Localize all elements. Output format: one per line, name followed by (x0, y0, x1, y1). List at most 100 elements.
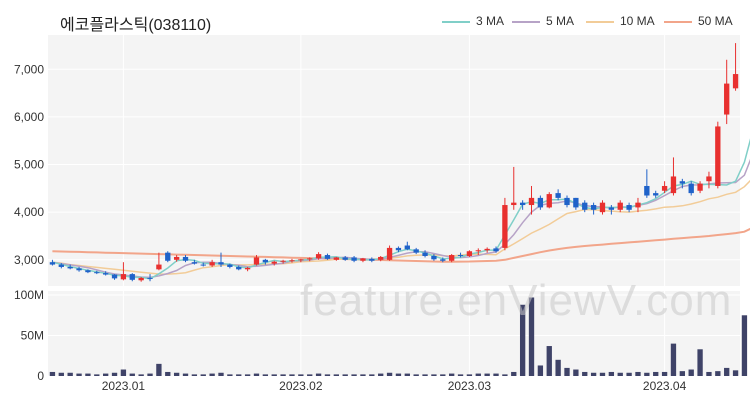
volume-bar (706, 371, 712, 376)
candle-body (555, 193, 561, 198)
volume-bar (351, 374, 357, 376)
volume-panel (48, 291, 740, 376)
volume-bar (147, 373, 153, 376)
candle-body (378, 256, 384, 260)
x-tick-label: 2023.01 (102, 379, 146, 393)
volume-bar (111, 372, 118, 376)
volume-tick-label: 0 (37, 369, 44, 383)
volume-bar (49, 371, 56, 376)
volume-bar (244, 374, 251, 376)
candle-body (422, 252, 428, 256)
volume-bar (724, 367, 730, 376)
volume-bar (298, 374, 304, 376)
x-tick-label: 2023.04 (643, 379, 687, 393)
candle-body (564, 197, 570, 206)
candle-body (262, 259, 269, 263)
candle-body (236, 266, 242, 270)
volume-bar (697, 349, 703, 376)
volume-bar (67, 372, 73, 376)
volume-bar (165, 371, 171, 376)
candle-body (537, 197, 544, 208)
candle-body (511, 202, 517, 206)
volume-tick-label: 50M (21, 329, 44, 343)
candle-body (732, 74, 739, 89)
candle-body (466, 251, 473, 256)
volume-bar (413, 374, 419, 376)
candle-body (608, 207, 615, 210)
legend-swatch (512, 21, 540, 23)
candle-body (191, 262, 198, 264)
candle-body (502, 205, 508, 248)
candle-body (528, 197, 535, 206)
candle-body (519, 202, 526, 206)
candle-body (493, 248, 499, 252)
candle-body (626, 205, 632, 210)
candle-body (475, 250, 481, 252)
legend: 3 MA 5 MA 10 MA 50 MA (442, 14, 740, 30)
candle-body (706, 176, 712, 182)
candle-body (342, 257, 348, 260)
volume-bar (262, 374, 269, 376)
candle-body (369, 258, 375, 261)
candle-body (289, 260, 295, 262)
volume-bar (626, 372, 632, 376)
volume-bar (369, 374, 375, 376)
price-panel (48, 35, 740, 286)
volume-bar (209, 373, 215, 376)
volume-bar (555, 359, 561, 376)
volume-bar (590, 372, 597, 376)
volume-bar (227, 374, 233, 376)
candle-body (58, 264, 64, 267)
candle-body (173, 256, 180, 260)
volume-bar (537, 365, 544, 376)
candle-body (386, 247, 393, 260)
candle-body (76, 268, 82, 271)
candle-body (333, 257, 339, 260)
candle-body (111, 274, 118, 279)
volume-bar (573, 369, 579, 376)
volume-bar (564, 367, 570, 376)
candle-body (253, 257, 260, 265)
candle-body (85, 270, 91, 273)
volume-bar (76, 373, 82, 376)
volume-bar (635, 371, 641, 376)
legend-label: 3 MA (476, 14, 505, 28)
volume-bar (120, 369, 127, 376)
volume-bar (440, 374, 446, 376)
ma-10-line (52, 179, 750, 275)
volume-bar (732, 370, 739, 376)
volume-bar (307, 374, 313, 376)
volume-bar (378, 373, 384, 376)
candle-body (280, 260, 286, 262)
volume-bar (608, 371, 615, 376)
volume-bar (271, 374, 277, 376)
volume-bar (715, 371, 721, 376)
x-tick-label: 2023.03 (448, 379, 492, 393)
legend-swatch (586, 21, 614, 23)
volume-bar (511, 371, 517, 376)
candle-body (715, 126, 721, 186)
candle-body (49, 262, 56, 265)
volume-bar (156, 363, 162, 376)
volume-bar (360, 374, 366, 376)
volume-bar (395, 373, 402, 376)
volume-bar (324, 374, 331, 376)
candle-body (209, 262, 215, 266)
volume-bar (457, 374, 464, 376)
volume-bar (182, 373, 189, 376)
candle-body (165, 252, 171, 261)
candle-body (200, 264, 206, 266)
volume-bar (546, 346, 552, 376)
price-tick-label: 6,000 (14, 110, 44, 124)
candle-body (351, 257, 357, 261)
candle-body (590, 205, 597, 210)
candle-body (661, 185, 668, 191)
volume-bar (200, 374, 206, 376)
candle-body (360, 258, 366, 261)
legend-swatch (664, 21, 692, 23)
volume-bar (253, 373, 260, 376)
volume-bar (129, 373, 135, 376)
candle-body (156, 264, 162, 270)
candle-body (67, 266, 73, 269)
